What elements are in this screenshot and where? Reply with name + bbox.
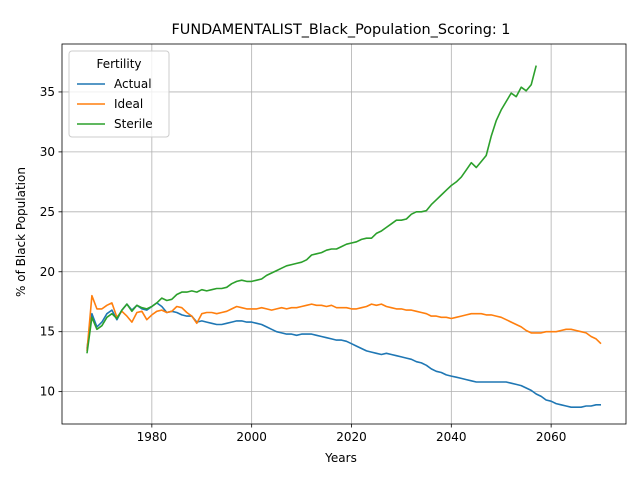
legend-title: Fertility [96,57,141,71]
y-tick-label: 25 [40,205,55,219]
x-tick-label: 2020 [336,430,367,444]
x-axis-label: Years [324,451,357,465]
legend-label-actual: Actual [114,77,152,91]
x-tick-label: 1980 [137,430,168,444]
x-tick-label: 2040 [436,430,467,444]
x-tick-label: 2060 [536,430,567,444]
legend-label-sterile: Sterile [114,117,153,131]
plot-frame [61,43,627,425]
series-line-ideal [86,294,602,351]
axis-ticks: 1980 2000 2020 2040 2060 10 15 20 25 30 35 [40,85,567,444]
y-tick-label: 20 [40,265,55,279]
x-tick-label: 2000 [236,430,267,444]
legend-label-ideal: Ideal [114,97,143,111]
y-tick-label: 10 [40,385,55,399]
legend-box [68,50,170,138]
series-line-sterile [86,65,537,354]
y-tick-label: 15 [40,325,55,339]
y-axis-label: % of Black Population [14,167,28,297]
legend: Fertility Actual Ideal Sterile [68,50,170,138]
series-lines [86,65,602,408]
chart-title: FUNDAMENTALIST_Black_Population_Scoring:… [172,22,511,38]
y-tick-label: 30 [40,145,55,159]
y-tick-label: 35 [40,85,55,99]
